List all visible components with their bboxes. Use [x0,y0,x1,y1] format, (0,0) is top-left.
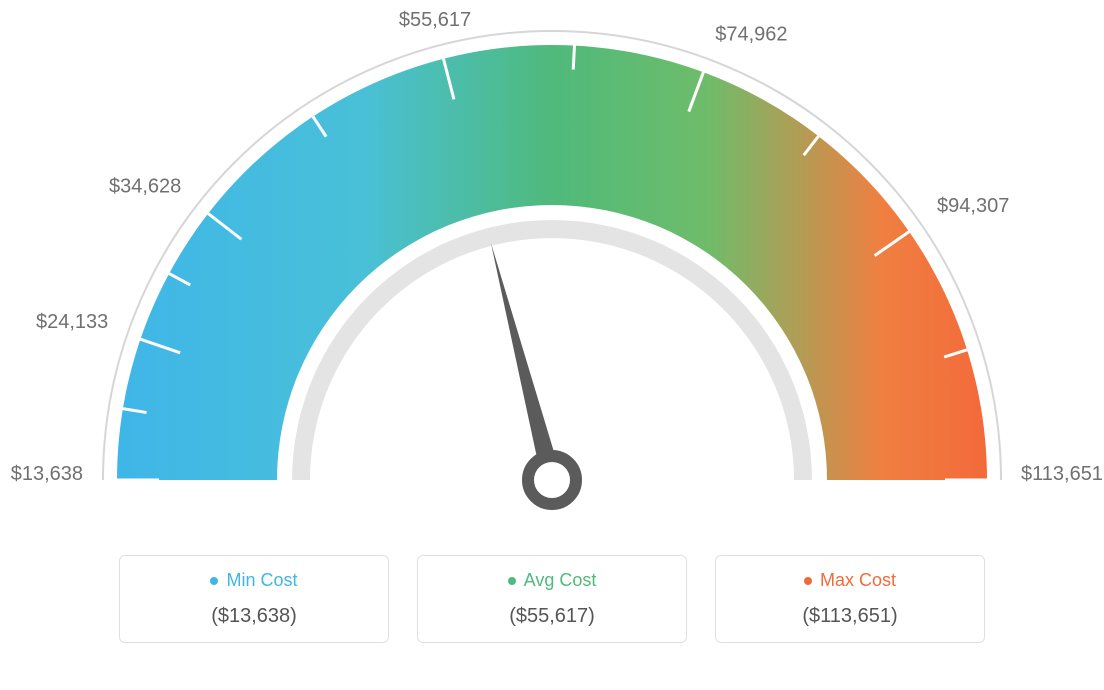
legend-card: Max Cost ($113,651) [715,555,985,643]
legend-title-text: Max Cost [820,570,896,591]
needle-hub [528,456,576,504]
legend-title-text: Min Cost [226,570,297,591]
tick-label: $34,628 [109,176,181,198]
tick-label: $13,638 [11,463,83,485]
tick-label: $94,307 [937,195,1009,217]
gauge-arc [117,45,987,480]
tick-label: $24,133 [36,311,108,333]
legend-card-value: ($13,638) [138,605,370,628]
tick-label: $74,962 [715,23,787,45]
minor-tick [573,46,574,70]
legend: Min Cost ($13,638) Avg Cost ($55,617) Max Co… [0,555,1104,643]
legend-card: Min Cost ($13,638) [119,555,389,643]
legend-title-text: Avg Cost [524,570,597,591]
legend-card-title: Min Cost [210,570,297,591]
legend-card: Avg Cost ($55,617) [417,555,687,643]
needle [491,243,562,483]
tick-label: $113,651 [1021,463,1103,485]
legend-dot-icon [804,577,812,585]
legend-card-value: ($113,651) [734,605,966,628]
tick-label: $55,617 [399,9,471,31]
legend-card-title: Avg Cost [508,570,597,591]
legend-dot-icon [210,577,218,585]
legend-card-value: ($55,617) [436,605,668,628]
legend-dot-icon [508,577,516,585]
gauge-chart: $13,638 $24,133 $34,628 $55,617 $74,962 $94,3… [0,0,1104,690]
legend-card-title: Max Cost [804,570,896,591]
